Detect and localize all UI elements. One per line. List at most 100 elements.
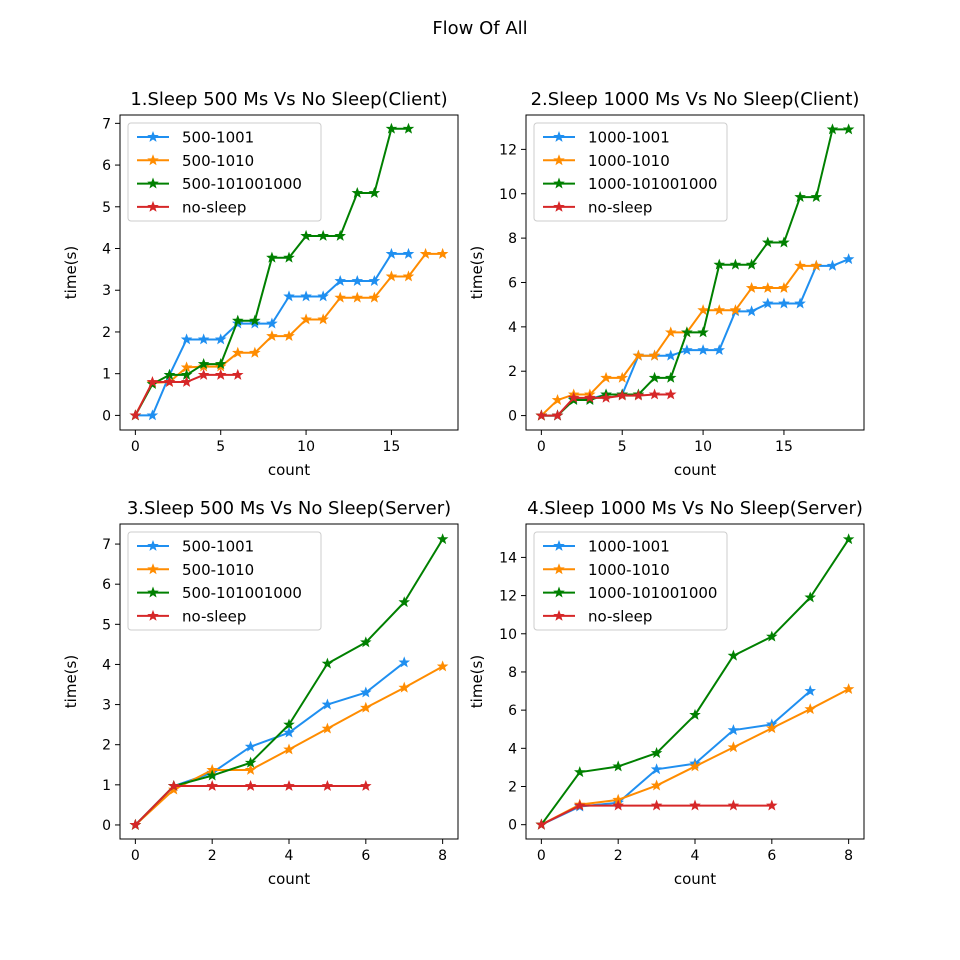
subplot-4-y-axis-label: time(s) (468, 655, 486, 708)
subplot-2-series-3-point (713, 258, 726, 270)
subplot-3-series-3-point (436, 533, 449, 545)
subplot-2-legend-entry: no-sleep (543, 198, 652, 216)
subplot-1-x-tick-label: 5 (216, 439, 225, 455)
subplot-4-series-2-point (689, 760, 701, 772)
subplot-2-series-1-point (681, 344, 693, 356)
subplot-1-series-3-point (232, 314, 244, 326)
subplot-3-series-4-point (244, 779, 257, 791)
subplot-1-series-1-point (266, 317, 278, 329)
subplot-2-series-4-point (551, 409, 564, 421)
subplot-1-series-4-point (146, 375, 159, 387)
subplot-2-series-3-point (681, 326, 693, 338)
subplot-4-series-3-point (727, 649, 740, 661)
subplot-3-x-tick-label: 4 (285, 848, 294, 864)
subplot-1-series-2-point (351, 291, 364, 303)
subplot-3-series-3-point (360, 636, 372, 648)
subplot-4-legend-label: 1000-1010 (588, 561, 670, 579)
subplot-4-legend-entry: 1000-1010 (543, 561, 670, 579)
subplot-3-series-4-point (206, 779, 218, 791)
subplot-4-legend: 1000-1001 1000-1010 1000-101001000 no-sleep (533, 531, 728, 631)
subplot-1-legend-marker (147, 130, 159, 142)
subplot-2-y-axis-label: time(s) (468, 246, 486, 299)
subplot-1-legend-entry: 500-101001000 (137, 175, 302, 193)
subplot-1-series-4-point (180, 375, 193, 387)
subplot-3-y-tick-label: 6 (102, 577, 111, 593)
subplot-2-x-axis-label: count (674, 461, 716, 479)
subplot-4-series-2-point (727, 741, 740, 753)
subplot-2-series-4-point (664, 388, 677, 400)
subplot-2-series-1-point (826, 259, 839, 271)
subplot-1-series-4-point (129, 409, 142, 421)
subplot-2-series-2-point (632, 349, 645, 361)
subplot-3-legend-entry: 500-101001000 (137, 584, 302, 602)
subplot-1-legend-label: 500-101001000 (182, 175, 302, 193)
subplot-4-series-3-point (612, 760, 624, 772)
subplot-1-series-2-point (368, 291, 381, 303)
subplot-2-series-1-point (745, 305, 758, 317)
subplot-3-series-3-point (398, 596, 410, 608)
subplot-2-y-tick-label: 6 (508, 275, 517, 291)
subplot-1-series-3-point (334, 229, 346, 241)
subplot-1-legend-label: 500-1010 (182, 152, 254, 170)
subplot-3-series-3-point (321, 657, 334, 669)
subplot-1-y-tick-label: 4 (102, 242, 111, 258)
subplot-3-legend-marker (147, 586, 159, 598)
subplot-3-legend-label: 500-101001000 (182, 584, 302, 602)
subplot-3-series-2-point (360, 701, 372, 713)
subplot-4-y-tick-label: 6 (508, 703, 517, 719)
subplot-1-series-2-point (249, 346, 261, 358)
subplot-1-frame (119, 114, 459, 431)
subplot-2-series-2-point (664, 326, 677, 338)
subplot-4-x-tick-label: 6 (767, 848, 776, 864)
subplot-2-title: 2.Sleep 1000 Ms Vs No Sleep(Client) (531, 89, 860, 110)
subplot-1-legend-entry: no-sleep (137, 198, 246, 216)
subplot-1-series-1-point (180, 333, 193, 345)
subplot-3-series-3-point (244, 756, 257, 768)
subplot-3-y-axis-label: time(s) (62, 655, 80, 708)
subplot-1-series-1-point (317, 290, 329, 302)
subplot-2-series-2-point (794, 259, 806, 271)
subplot-2: 2.Sleep 1000 Ms Vs No Sleep(Client) 0 5 10 1… (468, 89, 865, 479)
subplot-1-legend: 500-1001 500-1010 500-101001000 no-sleep (127, 122, 322, 222)
subplot-1-series-3-point (385, 122, 398, 134)
subplot-3-series-4-point (129, 818, 142, 830)
subplot-4-y-tick-label: 4 (508, 741, 517, 757)
subplot-1-series-2-point (419, 247, 432, 259)
subplot-4-series-4-point (612, 799, 624, 811)
subplot-2-series-4-point (648, 388, 661, 400)
subplot-1-x-axis-label: count (268, 461, 310, 479)
subplot-1-legend-marker (147, 154, 159, 166)
subplot-3-legend: 500-1001 500-1010 500-101001000 no-sleep (127, 531, 322, 631)
subplot-3-series-2-point (168, 783, 180, 795)
subplot-1-series-2-point (436, 247, 449, 259)
subplot-4-series-3-point (804, 591, 816, 603)
subplot-3-series-4-point (321, 779, 334, 791)
subplot-3-series-4-point (168, 779, 180, 791)
subplot-4-series-4 (535, 799, 778, 830)
subplot-1-series-1-point (402, 247, 415, 259)
subplot-1-series-3-point (214, 358, 227, 369)
subplot-2-legend-entry: 1000-1010 (543, 152, 670, 170)
subplot-1-series-3-point (283, 251, 295, 263)
subplot-1-y-tick-label: 6 (102, 158, 111, 174)
subplot-3-series-2-point (398, 681, 410, 693)
subplot-1-series-3-point (197, 358, 210, 369)
subplot-1-legend-label: no-sleep (182, 198, 246, 216)
subplot-4-series-4-line (540, 804, 772, 826)
subplot-4-y-tick-label: 0 (508, 818, 517, 834)
subplot-4-title: 4.Sleep 1000 Ms Vs No Sleep(Server) (527, 498, 863, 519)
subplot-1-series-2-point (317, 313, 329, 325)
subplot-2-y-tick-label: 8 (508, 231, 517, 247)
subplot-2-legend-label: 1000-1010 (588, 152, 670, 170)
subplot-1-series-4-point (232, 368, 244, 380)
subplot-3-y-tick-label: 0 (102, 818, 111, 834)
subplot-3-series-1-point (360, 686, 372, 698)
subplot-4-y-tick-label: 12 (499, 589, 517, 605)
subplot-2-series-4-point (616, 389, 628, 401)
subplot-2-series-4-point (584, 391, 596, 403)
subplot-2-series-2-point (762, 281, 774, 293)
subplot-4-series-2-point (804, 703, 816, 715)
subplot-3-x-tick-label: 0 (131, 848, 140, 864)
subplot-3-series-3-point (206, 769, 218, 781)
subplot-2-series-2-point (778, 281, 790, 293)
